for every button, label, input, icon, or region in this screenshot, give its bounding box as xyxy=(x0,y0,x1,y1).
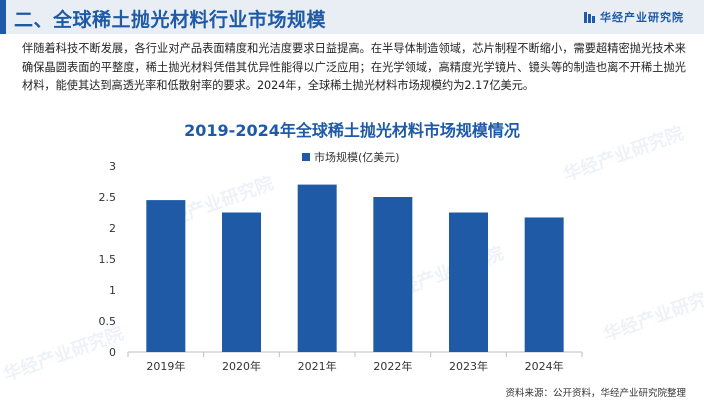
x-tick-label: 2023年 xyxy=(449,359,488,373)
brand-logo-icon xyxy=(584,11,595,23)
intro-paragraph: 伴随着科技不断发展，各行业对产品表面精度和光洁度要求日益提高。在半导体制造领域，… xyxy=(22,42,686,93)
x-tick-label: 2021年 xyxy=(298,359,337,373)
header-accent-bar xyxy=(0,0,6,34)
bar xyxy=(524,217,564,352)
section-title: 二、全球稀土抛光材料行业市场规模 xyxy=(14,9,327,31)
y-tick-label: 2.5 xyxy=(99,191,117,204)
brand-logo-text: 华经产业研究院 xyxy=(583,9,684,25)
y-tick-label: 2 xyxy=(109,222,116,235)
bar xyxy=(373,197,413,352)
legend-label: 市场规模(亿美元) xyxy=(314,150,400,164)
x-tick-label: 2019年 xyxy=(146,359,185,373)
y-tick-label: 3 xyxy=(109,160,116,173)
x-tick-label: 2022年 xyxy=(373,359,412,373)
y-tick-label: 0.5 xyxy=(99,315,117,328)
section-header: 二、全球稀土抛光材料行业市场规模 华经产业研究院 xyxy=(0,0,704,34)
x-tick-label: 2024年 xyxy=(525,359,564,373)
legend-swatch xyxy=(302,153,310,161)
bar xyxy=(449,212,488,352)
brand-name: 华经产业研究院 xyxy=(600,11,684,24)
bar xyxy=(297,184,337,352)
y-tick-label: 1 xyxy=(109,284,116,297)
y-tick-label: 0 xyxy=(109,346,116,359)
chart-title: 2019-2024年全球稀土抛光材料市场规模情况 xyxy=(184,121,520,140)
bar xyxy=(146,200,186,352)
y-tick-label: 1.5 xyxy=(99,253,117,266)
x-tick-label: 2020年 xyxy=(222,359,261,373)
bar xyxy=(222,212,261,352)
source-note: 资料来源：公开资料，华经产业研究院整理 xyxy=(505,388,686,399)
